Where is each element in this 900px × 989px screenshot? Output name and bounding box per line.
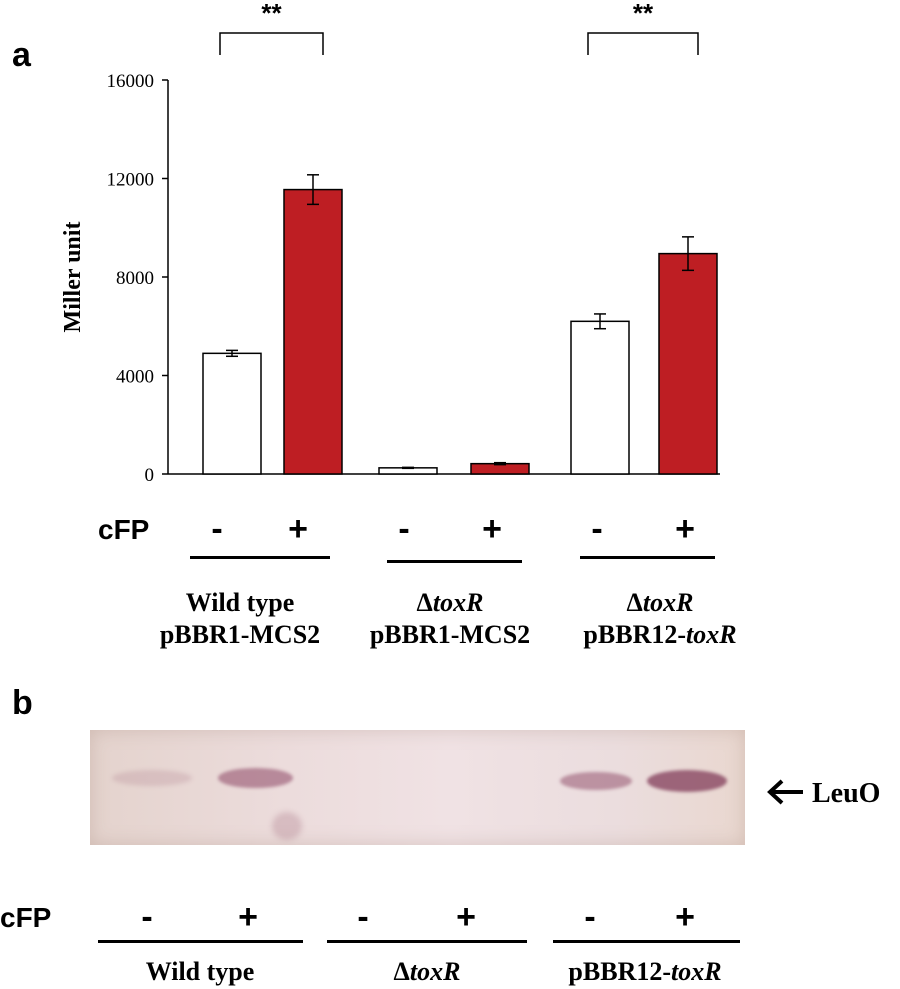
group-label-delta-toxr-complemented: ΔtoxR pBBR12-toxR <box>583 588 737 649</box>
cfp-sign-minus: - <box>591 510 603 548</box>
group-underline <box>190 556 330 559</box>
y-tick-label: 16000 <box>107 71 155 92</box>
blot-band <box>112 770 192 786</box>
y-axis-label: Miller unit <box>60 222 86 333</box>
cfp-sign-plus: + <box>675 510 695 548</box>
panel-a-letter: a <box>12 36 31 74</box>
cfp-label-a: cFP <box>98 514 150 545</box>
y-tick-label: 0 <box>145 465 155 486</box>
cfp-sign-plus: + <box>288 510 308 548</box>
bar <box>202 352 262 475</box>
leuo-band-label: LeuO <box>812 778 881 809</box>
significance-bracket <box>219 32 324 55</box>
cfp-sign-minus: - <box>211 510 223 548</box>
significance-marker: ** <box>633 0 654 28</box>
cfp-sign-plus: + <box>482 510 502 548</box>
group-underline <box>553 940 740 943</box>
bar <box>283 188 343 475</box>
group-underline <box>580 556 715 559</box>
lane-group-delta-toxr: ΔtoxR <box>393 957 461 986</box>
group-underline <box>98 940 303 943</box>
panel-b-letter: b <box>12 684 33 722</box>
group-label-wild-type: Wild type pBBR1-MCS2 <box>159 588 321 649</box>
significance-marker: ** <box>261 0 282 28</box>
cfp-sign-plus: + <box>456 898 476 936</box>
cfp-sign-minus: - <box>584 898 596 936</box>
cfp-sign-plus: + <box>238 898 258 936</box>
lane-group-wild-type: Wild type <box>145 957 255 986</box>
blot-band <box>560 772 632 790</box>
blot-band <box>218 768 293 788</box>
blot-band <box>272 812 302 840</box>
blot-band <box>647 770 727 792</box>
y-tick-label: 12000 <box>107 170 155 191</box>
cfp-sign-minus: - <box>357 898 369 936</box>
cfp-sign-minus: - <box>141 898 153 936</box>
significance-bracket <box>587 32 699 55</box>
y-tick-label: 4000 <box>116 367 154 388</box>
lane-group-complemented: pBBR12-toxR <box>568 957 722 986</box>
group-underline <box>327 940 527 943</box>
cfp-sign-plus: + <box>675 898 695 936</box>
left-arrow-icon <box>767 779 803 805</box>
western-blot-image <box>90 730 745 845</box>
cfp-label-b: cFP <box>0 902 52 933</box>
group-underline <box>387 560 522 563</box>
group-label-delta-toxr: ΔtoxR pBBR1-MCS2 <box>369 588 531 649</box>
bar <box>570 320 630 475</box>
y-tick-label: 8000 <box>116 268 154 289</box>
cfp-sign-minus: - <box>398 510 410 548</box>
bar-chart: ** ** 0 4000 8000 12000 16000 Miller unit <box>60 0 720 486</box>
bar <box>658 252 718 475</box>
